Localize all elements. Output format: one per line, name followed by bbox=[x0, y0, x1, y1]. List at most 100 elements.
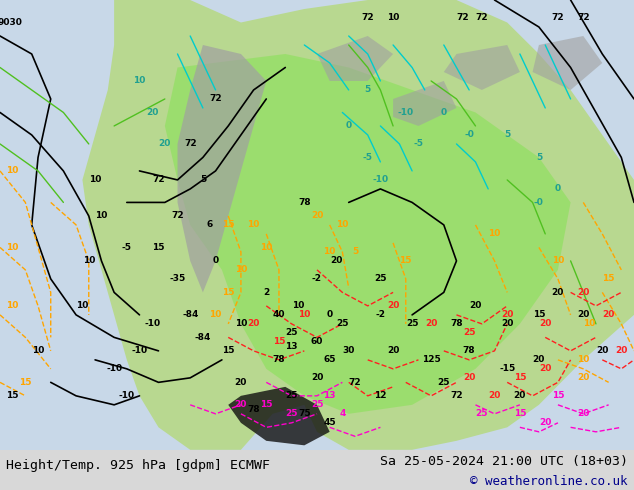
Text: 20: 20 bbox=[533, 355, 545, 365]
Text: 20: 20 bbox=[488, 392, 501, 400]
Text: 72: 72 bbox=[450, 392, 463, 400]
Text: 25: 25 bbox=[463, 328, 476, 338]
Text: 20: 20 bbox=[539, 418, 552, 427]
Text: -84: -84 bbox=[182, 310, 198, 319]
Text: 0: 0 bbox=[346, 122, 352, 130]
Text: 15: 15 bbox=[222, 346, 235, 355]
Text: 4: 4 bbox=[339, 409, 346, 418]
Text: 0: 0 bbox=[327, 310, 333, 319]
Text: 72: 72 bbox=[361, 14, 374, 23]
Text: -15: -15 bbox=[499, 365, 515, 373]
Text: 10: 10 bbox=[488, 229, 501, 239]
Text: 40: 40 bbox=[273, 310, 285, 319]
Text: 15: 15 bbox=[260, 400, 273, 409]
Text: 15: 15 bbox=[514, 409, 526, 418]
Text: 10: 10 bbox=[6, 301, 19, 310]
Text: 20: 20 bbox=[235, 378, 247, 387]
Text: 20: 20 bbox=[501, 319, 514, 328]
Text: 10: 10 bbox=[552, 256, 564, 266]
Text: -10: -10 bbox=[119, 392, 135, 400]
Text: 10: 10 bbox=[260, 243, 273, 252]
Text: 65: 65 bbox=[323, 355, 336, 365]
Text: 25: 25 bbox=[406, 319, 418, 328]
Text: 20: 20 bbox=[463, 373, 476, 382]
Text: 25: 25 bbox=[311, 400, 323, 409]
Text: 15: 15 bbox=[273, 337, 285, 346]
Text: © weatheronline.co.uk: © weatheronline.co.uk bbox=[470, 475, 628, 489]
Text: 25: 25 bbox=[374, 274, 387, 283]
Text: 20: 20 bbox=[235, 400, 247, 409]
Text: 10: 10 bbox=[82, 256, 95, 266]
Text: 15: 15 bbox=[399, 256, 412, 266]
Text: 10: 10 bbox=[577, 355, 590, 365]
Text: 10: 10 bbox=[247, 220, 260, 229]
Text: 20: 20 bbox=[514, 392, 526, 400]
Text: -35: -35 bbox=[169, 274, 186, 283]
Text: -0: -0 bbox=[464, 130, 474, 140]
Text: 10: 10 bbox=[95, 211, 108, 220]
Text: 20: 20 bbox=[539, 319, 552, 328]
Text: -5: -5 bbox=[122, 243, 132, 252]
Text: 20: 20 bbox=[425, 319, 437, 328]
Text: 2: 2 bbox=[263, 288, 269, 297]
Text: 20: 20 bbox=[552, 288, 564, 297]
Text: 10: 10 bbox=[323, 247, 336, 256]
Text: 10: 10 bbox=[76, 301, 89, 310]
Text: 72: 72 bbox=[552, 14, 564, 23]
Text: 20: 20 bbox=[615, 346, 628, 355]
Text: 6: 6 bbox=[206, 220, 212, 229]
Polygon shape bbox=[228, 387, 330, 445]
Text: 78: 78 bbox=[463, 346, 476, 355]
Text: 25: 25 bbox=[336, 319, 349, 328]
Text: 20: 20 bbox=[330, 256, 342, 266]
Text: 20: 20 bbox=[602, 310, 615, 319]
Text: 72: 72 bbox=[171, 211, 184, 220]
Text: 15: 15 bbox=[552, 392, 564, 400]
Text: 15: 15 bbox=[222, 288, 235, 297]
Text: 10: 10 bbox=[583, 319, 596, 328]
Text: 25: 25 bbox=[285, 392, 298, 400]
Text: 72: 72 bbox=[577, 14, 590, 23]
Text: 78: 78 bbox=[450, 319, 463, 328]
Text: 5: 5 bbox=[365, 85, 371, 95]
Text: 5: 5 bbox=[504, 130, 510, 140]
Text: -5: -5 bbox=[363, 153, 373, 162]
Text: 10: 10 bbox=[89, 175, 101, 184]
Text: 5: 5 bbox=[200, 175, 206, 184]
Text: 60: 60 bbox=[311, 337, 323, 346]
Text: 20: 20 bbox=[387, 346, 399, 355]
Polygon shape bbox=[393, 81, 456, 126]
Text: 12: 12 bbox=[374, 392, 387, 400]
Text: 72: 72 bbox=[476, 14, 488, 23]
Text: 20: 20 bbox=[247, 319, 260, 328]
Polygon shape bbox=[533, 36, 602, 90]
Text: 45: 45 bbox=[323, 418, 336, 427]
Polygon shape bbox=[444, 45, 520, 90]
Text: 20: 20 bbox=[596, 346, 609, 355]
Text: 10: 10 bbox=[6, 167, 19, 175]
Text: 9030: 9030 bbox=[0, 18, 22, 27]
Text: 0: 0 bbox=[441, 108, 447, 117]
Text: 10: 10 bbox=[235, 319, 247, 328]
Text: 10: 10 bbox=[32, 346, 44, 355]
Text: 72: 72 bbox=[184, 140, 197, 148]
Text: 15: 15 bbox=[222, 220, 235, 229]
Text: 10: 10 bbox=[336, 220, 349, 229]
Text: 20: 20 bbox=[146, 108, 158, 117]
Text: -5: -5 bbox=[413, 140, 424, 148]
Text: -10: -10 bbox=[144, 319, 160, 328]
Text: 25: 25 bbox=[285, 409, 298, 418]
Text: 10: 10 bbox=[298, 310, 311, 319]
Polygon shape bbox=[178, 45, 266, 293]
Text: 72: 72 bbox=[152, 175, 165, 184]
Text: 10: 10 bbox=[6, 243, 19, 252]
Text: 72: 72 bbox=[209, 95, 222, 103]
Text: 20: 20 bbox=[577, 310, 590, 319]
Text: 72: 72 bbox=[456, 14, 469, 23]
Text: -10: -10 bbox=[398, 108, 414, 117]
Polygon shape bbox=[82, 0, 634, 450]
Text: -2: -2 bbox=[312, 274, 322, 283]
Text: 20: 20 bbox=[387, 301, 399, 310]
Text: 25: 25 bbox=[476, 409, 488, 418]
Text: 5: 5 bbox=[352, 247, 358, 256]
